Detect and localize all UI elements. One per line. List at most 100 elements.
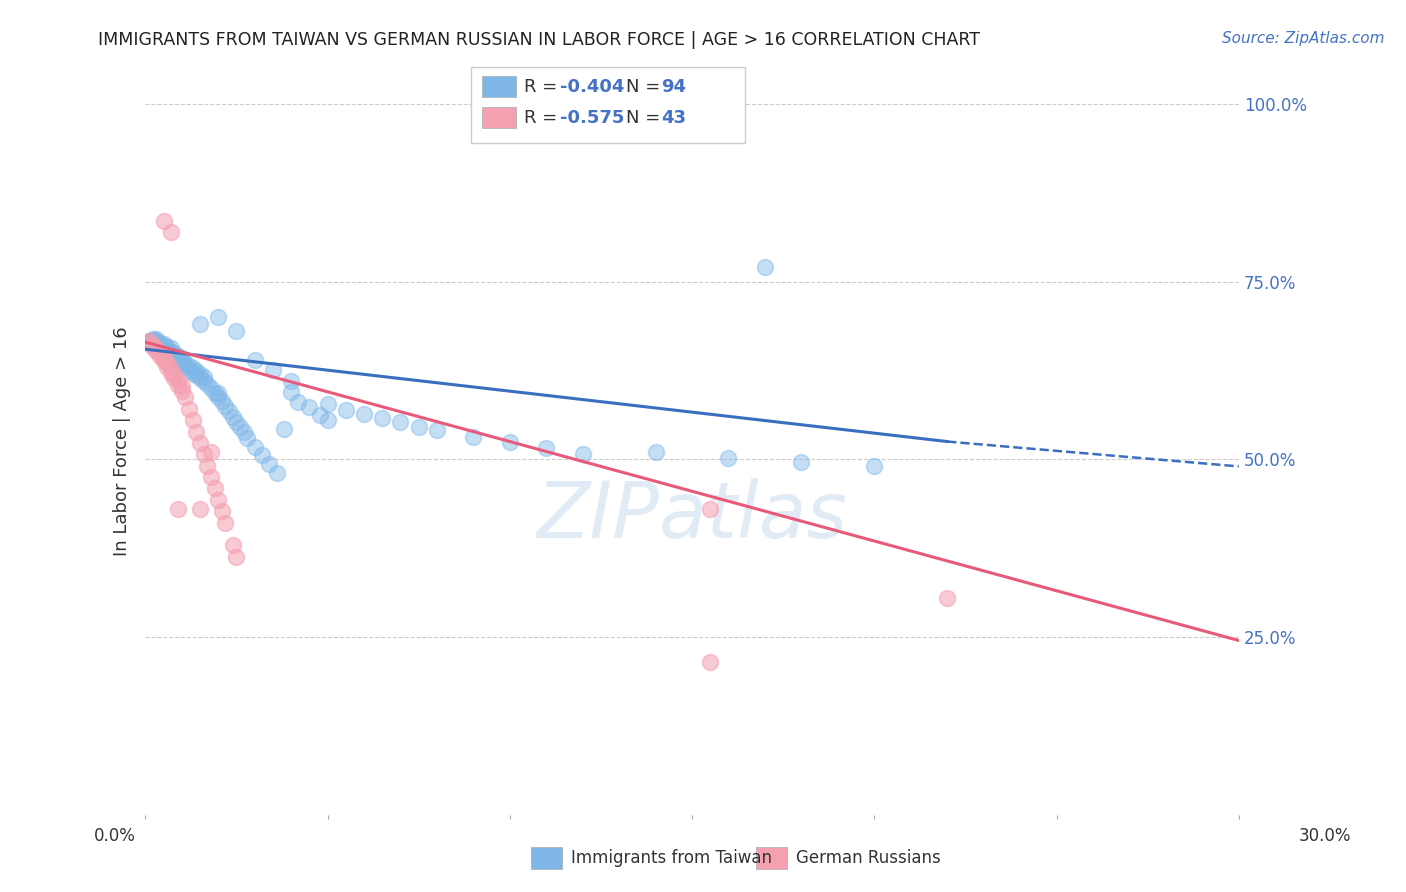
Point — [195, 458, 218, 473]
Point — [145, 336, 167, 351]
Point — [163, 349, 186, 363]
Point — [699, 655, 721, 669]
Point — [138, 334, 160, 349]
Point — [225, 415, 247, 429]
Point — [170, 357, 193, 371]
Point — [754, 260, 776, 275]
Point — [138, 336, 160, 351]
Text: German Russians: German Russians — [796, 849, 941, 867]
Point — [204, 385, 226, 400]
Point — [142, 334, 165, 348]
Point — [236, 431, 259, 445]
Point — [316, 413, 339, 427]
Point — [188, 318, 211, 332]
Point — [152, 354, 174, 368]
Point — [207, 310, 229, 325]
Point — [145, 338, 167, 352]
Point — [177, 363, 200, 377]
Point — [229, 420, 252, 434]
Point — [200, 381, 222, 395]
Point — [699, 502, 721, 516]
Point — [152, 339, 174, 353]
Point — [181, 361, 204, 376]
Point — [298, 400, 321, 414]
Point — [163, 351, 186, 366]
Point — [149, 335, 172, 350]
Point — [936, 591, 959, 605]
Point — [149, 338, 172, 352]
Y-axis label: In Labor Force | Age > 16: In Labor Force | Age > 16 — [114, 326, 131, 557]
Point — [200, 445, 222, 459]
Point — [280, 384, 302, 399]
Point — [335, 402, 357, 417]
Point — [138, 334, 160, 349]
Point — [211, 394, 233, 409]
Point — [145, 344, 167, 359]
Point — [193, 447, 215, 461]
Point — [186, 425, 208, 439]
Point — [142, 340, 165, 354]
Point — [280, 374, 302, 388]
Point — [863, 459, 886, 474]
Point — [159, 345, 181, 359]
Point — [188, 436, 211, 450]
Point — [163, 371, 186, 385]
Point — [536, 441, 558, 455]
Text: -0.575: -0.575 — [560, 109, 624, 127]
Point — [170, 379, 193, 393]
Point — [188, 502, 211, 516]
Point — [167, 352, 190, 367]
Point — [790, 455, 813, 469]
Point — [193, 370, 215, 384]
Point — [167, 354, 190, 368]
Point — [225, 549, 247, 564]
Point — [170, 384, 193, 398]
Text: 30.0%: 30.0% — [1298, 827, 1351, 845]
Point — [463, 429, 485, 443]
Point — [170, 355, 193, 369]
Point — [156, 343, 179, 357]
Point — [371, 411, 394, 425]
Point — [152, 342, 174, 356]
Point — [243, 352, 266, 367]
Point — [159, 225, 181, 239]
Point — [499, 435, 522, 450]
Point — [181, 366, 204, 380]
Text: N =: N = — [626, 109, 665, 127]
Point — [152, 352, 174, 367]
Point — [159, 366, 181, 380]
Point — [188, 371, 211, 385]
Text: IMMIGRANTS FROM TAIWAN VS GERMAN RUSSIAN IN LABOR FORCE | AGE > 16 CORRELATION C: IMMIGRANTS FROM TAIWAN VS GERMAN RUSSIAN… — [98, 31, 980, 49]
Point — [174, 356, 197, 370]
Point — [149, 342, 172, 356]
Point — [149, 349, 172, 363]
Point — [159, 349, 181, 363]
Point — [142, 336, 165, 351]
Point — [195, 376, 218, 391]
Text: 43: 43 — [661, 109, 686, 127]
Point — [138, 334, 160, 348]
Point — [167, 373, 190, 387]
Point — [167, 349, 190, 363]
Point — [316, 397, 339, 411]
Point — [287, 395, 309, 409]
Point — [571, 447, 593, 461]
Point — [142, 332, 165, 346]
Point — [207, 492, 229, 507]
Point — [717, 450, 740, 465]
Point — [250, 448, 273, 462]
Point — [156, 345, 179, 359]
Point — [149, 340, 172, 354]
Point — [152, 345, 174, 359]
Point — [149, 346, 172, 360]
Point — [156, 340, 179, 354]
Point — [214, 516, 236, 530]
Point — [159, 347, 181, 361]
Point — [225, 325, 247, 339]
Point — [273, 422, 295, 436]
Point — [408, 420, 430, 434]
Point — [222, 538, 245, 552]
Point — [214, 399, 236, 413]
Point — [156, 347, 179, 361]
Point — [644, 445, 666, 459]
